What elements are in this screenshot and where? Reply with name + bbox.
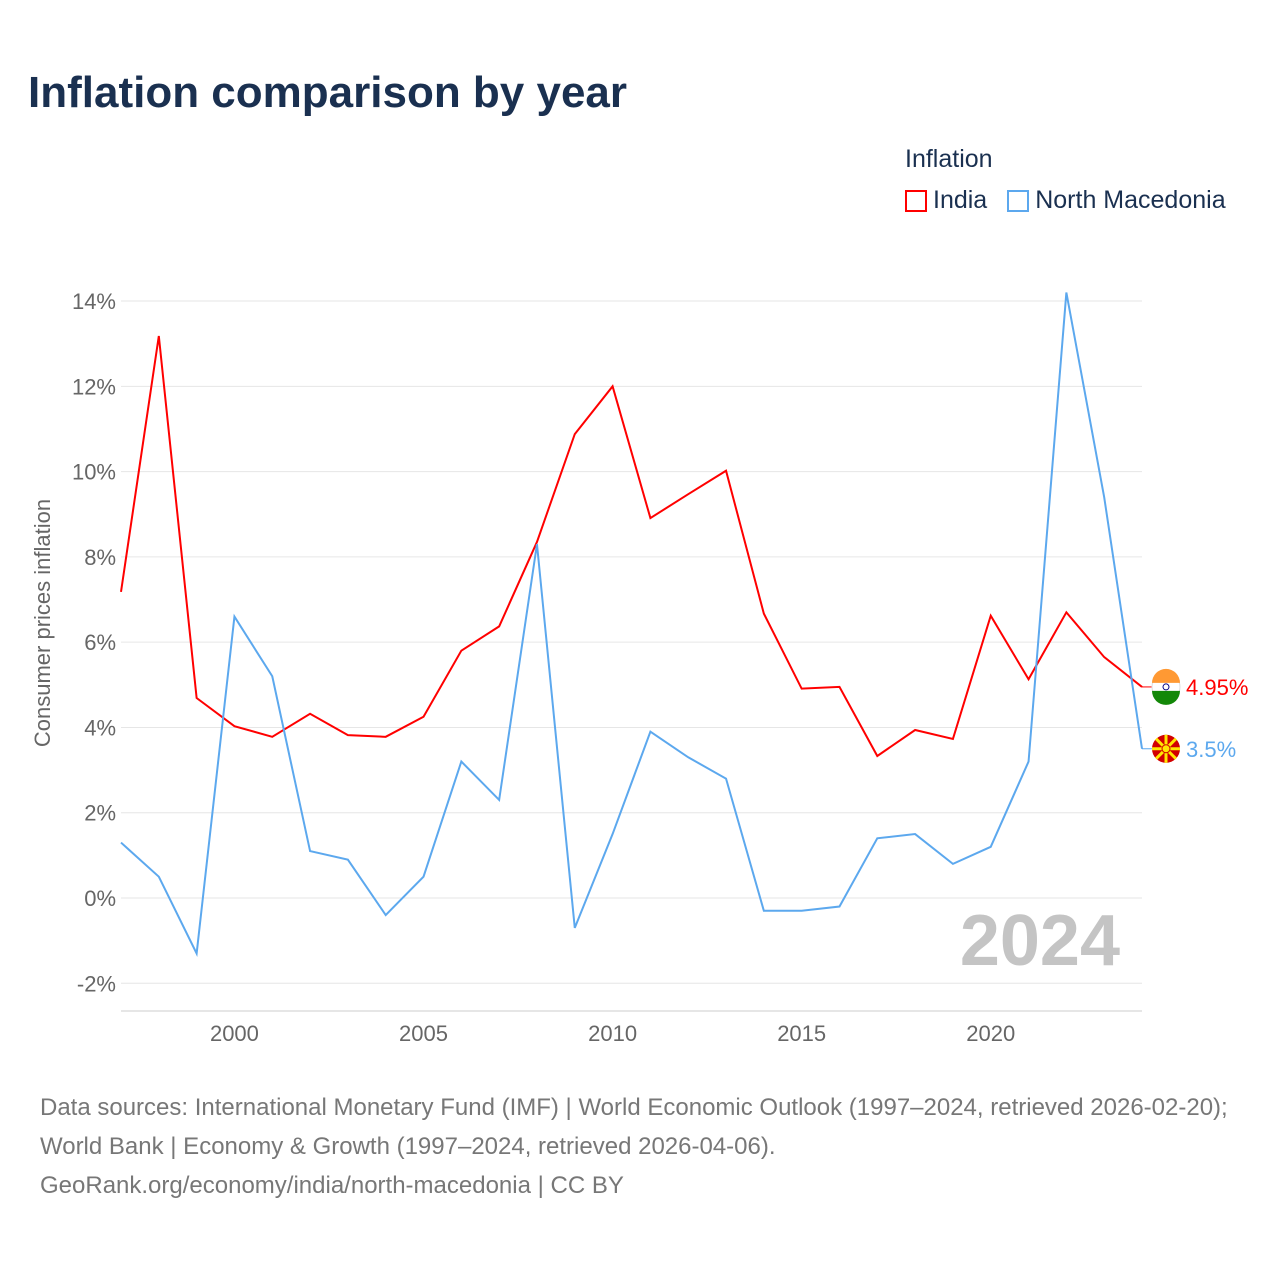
x-tick-label: 2000 [210, 1021, 259, 1046]
y-tick-label: -2% [77, 971, 116, 996]
series-line-india[interactable] [120, 335, 1143, 758]
legend-label: North Macedonia [1035, 186, 1226, 214]
legend-label: India [933, 186, 988, 214]
flag-chakra [1162, 683, 1170, 691]
legend-title: Inflation [905, 145, 993, 173]
legend-item-north-macedonia[interactable]: North Macedonia [1007, 186, 1226, 215]
y-axis-label: Consumer prices inflation [30, 499, 55, 747]
end-value-label: 4.95% [1186, 675, 1248, 700]
x-tick-label: 2005 [399, 1021, 448, 1046]
y-tick-label: 6% [84, 630, 116, 655]
legend-item-india[interactable]: India [905, 186, 987, 215]
legend: India North Macedonia [905, 186, 1238, 215]
x-tick-label: 2010 [588, 1021, 637, 1046]
x-tick-label: 2020 [966, 1021, 1015, 1046]
source-link[interactable]: GeoRank.org/economy/india/north-macedoni… [40, 1172, 624, 1199]
y-tick-label: 14% [72, 289, 116, 314]
y-tick-label: 8% [84, 545, 116, 570]
year-watermark: 2024 [960, 901, 1120, 981]
legend-swatch-north-macedonia [1007, 189, 1030, 212]
flag-stripe [1152, 668, 1181, 683]
legend-swatch-india [905, 189, 927, 212]
flag-stripe [1152, 690, 1181, 705]
series-line-north-macedonia[interactable] [120, 292, 1143, 957]
x-tick-label: 2015 [777, 1021, 826, 1046]
chart-title: Inflation comparison by year [28, 68, 628, 117]
y-tick-label: 10% [72, 460, 116, 485]
y-tick-label: 12% [72, 374, 116, 399]
footer: Data sources: International Monetary Fun… [40, 1088, 1250, 1205]
end-value-label: 3.5% [1186, 737, 1236, 762]
y-tick-label: 4% [84, 715, 116, 740]
y-tick-label: 0% [84, 886, 116, 911]
y-tick-label: 2% [84, 801, 116, 826]
flag-sun [1161, 744, 1171, 754]
data-sources: Data sources: International Monetary Fun… [40, 1094, 1228, 1160]
